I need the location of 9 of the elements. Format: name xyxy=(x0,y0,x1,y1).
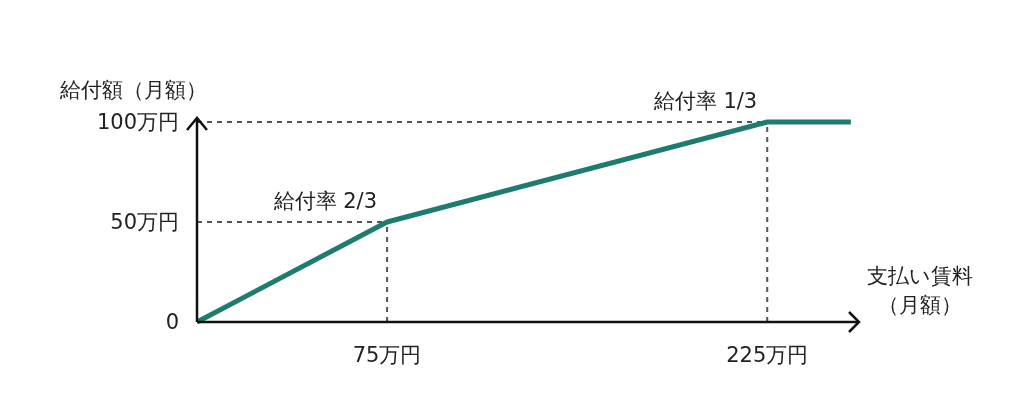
y-tick-label: 100万円 xyxy=(96,110,179,134)
annotation: 給付率 2/3 xyxy=(272,189,378,213)
x-tick-label: 225万円 xyxy=(726,343,809,367)
y-axis-title: 給付額（月額） xyxy=(59,78,207,102)
y-tick-label: 0 xyxy=(165,310,179,334)
y-tick-label: 50万円 xyxy=(110,210,179,234)
x-axis-title: 支払い賃料（月額） xyxy=(866,263,974,319)
annotation: 給付率 1/3 xyxy=(652,89,758,113)
x-tick-label: 75万円 xyxy=(352,343,422,367)
